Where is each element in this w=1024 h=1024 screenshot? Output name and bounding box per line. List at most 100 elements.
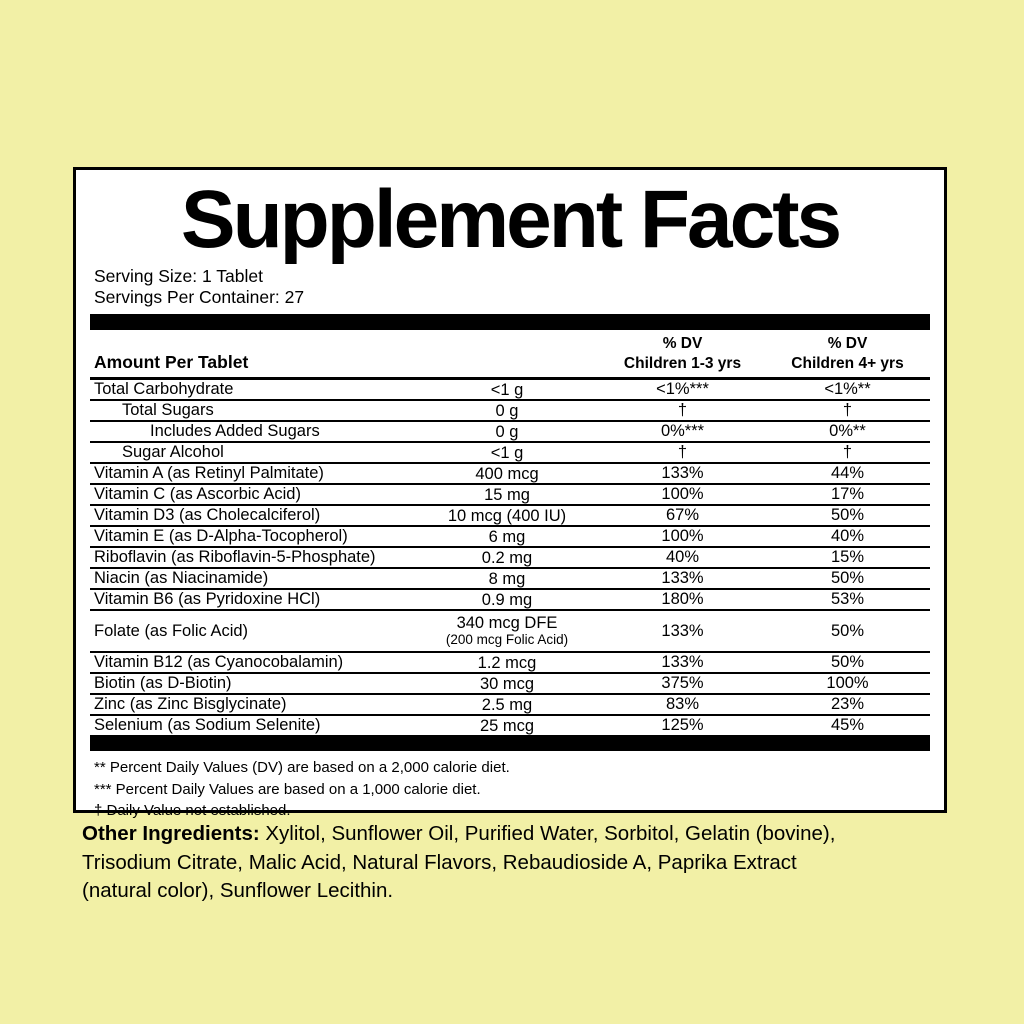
nutrient-amount: 8 mg [414,570,600,588]
nutrient-dv-children-1-3: 133% [661,464,704,482]
serving-size: Serving Size: 1 Tablet [94,266,263,286]
thick-rule-top [90,314,930,330]
dv2-percent-label: % DV [827,335,868,352]
nutrient-dv-children-1-3: <1%*** [656,380,709,398]
nutrient-dv-children-4plus: 17% [830,485,865,503]
nutrient-name: Total Sugars [122,401,214,419]
nutrient-amount-value: 0.9 mg [481,590,533,609]
nutrient-dv-children-1-3: 375% [661,674,704,692]
dv-children-1-3-header: % DV Children 1-3 yrs [600,334,765,374]
nutrient-amount: 25 mcg [414,717,600,735]
nutrient-dv-children-1-3: 67% [665,506,700,524]
other-ingredients: Other Ingredients: Xylitol, Sunflower Oi… [82,820,952,906]
nutrient-name: Includes Added Sugars [150,422,320,440]
nutrient-amount: 1.2 mcg [414,654,600,672]
nutrient-amount: 0.2 mg [414,549,600,567]
nutrient-dv-children-4plus: 53% [830,590,865,608]
nutrient-amount-value: 400 mcg [475,464,539,483]
nutrient-dv-children-4plus: 50% [830,653,865,671]
nutrient-amount-value: 8 mg [488,569,526,588]
nutrient-amount: 15 mg [414,486,600,504]
table-row: Riboflavin (as Riboflavin-5-Phosphate) 0.… [90,548,930,569]
nutrient-amount-value: 6 mg [488,527,526,546]
thick-rule-bottom [90,735,930,751]
nutrient-amount: <1 g [414,444,600,462]
footnotes: ** Percent Daily Values (DV) are based o… [90,751,930,822]
nutrient-dv-children-4plus: † [842,443,853,461]
nutrient-amount: 400 mcg [414,465,600,483]
dv2-age-label: Children 4+ yrs [791,355,904,372]
nutrient-dv-children-1-3: 0%*** [660,422,705,440]
nutrient-dv-children-1-3: 133% [661,653,704,671]
nutrient-dv-children-4plus: 40% [830,527,865,545]
table-row: Vitamin A (as Retinyl Palmitate) 400 mcg 1… [90,464,930,485]
footnote: *** Percent Daily Values are based on a … [94,780,481,798]
nutrient-name: Folate (as Folic Acid) [94,621,249,640]
nutrient-amount: 0 g [414,423,600,441]
nutrient-dv-children-1-3: 125% [661,716,704,734]
footnote: † Daily Value not established. [94,802,291,819]
nutrient-dv-children-4plus: 15% [830,548,865,566]
dv1-age-label: Children 1-3 yrs [623,355,742,372]
other-ingredients-line: Trisodium Citrate, Malic Acid, Natural F… [82,850,797,874]
nutrient-dv-children-1-3: 133% [661,621,704,640]
nutrient-name: Vitamin B12 (as Cyanocobalamin) [94,653,344,671]
table-row: Niacin (as Niacinamide) 8 mg 133% 50% [90,569,930,590]
nutrient-dv-children-4plus: 50% [830,621,865,640]
nutrient-dv-children-4plus: 45% [830,716,865,734]
other-ingredients-label: Other Ingredients: [82,822,260,845]
nutrient-name: Selenium (as Sodium Selenite) [94,716,321,734]
nutrient-amount-value: <1 g [490,443,524,462]
nutrient-amount: 30 mcg [414,675,600,693]
nutrient-amount-value: 30 mcg [479,674,535,693]
nutrient-amount: 6 mg [414,528,600,546]
table-row: Vitamin B6 (as Pyridoxine HCl) 0.9 mg 180%… [90,590,930,611]
other-ingredients-text: Xylitol, Sunflower Oil, Purified Water, … [259,822,836,845]
nutrient-name: Zinc (as Zinc Bisglycinate) [94,695,287,713]
nutrient-dv-children-4plus: 0%** [829,422,866,440]
nutrient-amount: 0.9 mg [414,591,600,609]
nutrient-amount-value: 0 g [495,422,519,441]
nutrient-amount-value: 0 g [495,401,519,420]
table-header-row: Amount Per Tablet % DV Children 1-3 yrs … [90,330,930,380]
nutrient-name: Niacin (as Niacinamide) [94,569,269,587]
nutrient-amount: <1 g [414,381,600,399]
nutrient-dv-children-4plus: 50% [830,506,865,524]
nutrient-amount: 0 g [414,402,600,420]
other-ingredients-line: (natural color), Sunflower Lecithin. [82,879,394,902]
dv-children-4plus-header: % DV Children 4+ yrs [765,334,930,374]
nutrient-amount: 340 mcg DFE (200 mcg Folic Acid) [414,614,600,648]
nutrient-dv-children-1-3: 133% [661,569,704,587]
table-row: Includes Added Sugars 0 g 0%*** 0%** [90,422,930,443]
nutrient-amount-value: 25 mcg [479,716,535,735]
nutrient-amount-value: 15 mg [484,485,530,504]
nutrient-name: Vitamin E (as D-Alpha-Tocopherol) [94,527,348,545]
nutrient-dv-children-1-3: † [677,443,688,461]
table-row: Total Sugars 0 g † † [90,401,930,422]
nutrient-amount-value: 1.2 mcg [477,653,537,672]
supplement-facts-panel: Supplement Facts Serving Size: 1 Tablet … [73,167,947,819]
table-row: Vitamin D3 (as Cholecalciferol) 10 mcg (4… [90,506,930,527]
table-row: Biotin (as D-Biotin) 30 mcg 375% 100% [90,674,930,695]
panel-title: Supplement Facts [180,174,842,265]
nutrient-name: Vitamin C (as Ascorbic Acid) [94,485,301,503]
nutrient-dv-children-1-3: 83% [665,695,700,713]
nutrient-dv-children-1-3: 40% [665,548,700,566]
nutrient-amount: 10 mcg (400 IU) [414,507,600,525]
amount-per-tablet-header: Amount Per Tablet [94,352,249,372]
table-row: Folate (as Folic Acid) 340 mcg DFE (200 mc… [90,611,930,653]
nutrient-name: Riboflavin (as Riboflavin-5-Phosphate) [94,548,376,566]
nutrient-amount-value: 10 mcg (400 IU) [447,506,567,525]
nutrient-name: Vitamin D3 (as Cholecalciferol) [94,506,321,524]
table-row: Vitamin E (as D-Alpha-Tocopherol) 6 mg 100… [90,527,930,548]
table-row: Selenium (as Sodium Selenite) 25 mcg 125% 4… [90,716,930,735]
nutrient-amount-value: 2.5 mg [481,695,533,714]
nutrient-dv-children-1-3: 100% [661,527,704,545]
nutrient-amount: 2.5 mg [414,696,600,714]
nutrient-amount-value: 340 mcg DFE [456,614,558,632]
nutrient-dv-children-4plus: 44% [830,464,865,482]
nutrient-dv-children-1-3: 100% [661,485,704,503]
nutrient-dv-children-4plus: 23% [830,695,865,713]
dv1-percent-label: % DV [662,335,703,352]
